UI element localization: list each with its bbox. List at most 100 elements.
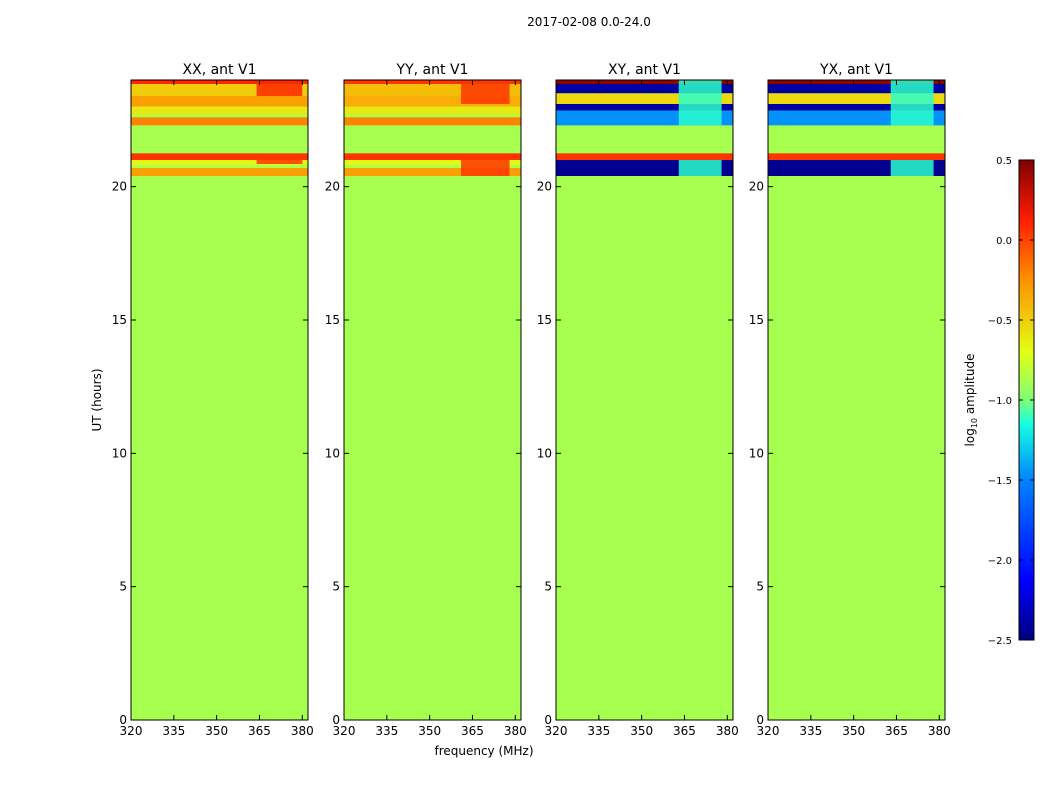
heatmap-band: [768, 84, 945, 94]
y-tick-label: 15: [749, 313, 764, 327]
heatmap-band: [131, 96, 308, 107]
heatmap-patch: [256, 80, 303, 96]
panel-title: XY, ant V1: [608, 62, 681, 78]
y-tick-label: 10: [537, 446, 552, 460]
figure-suptitle: 2017-02-08 0.0-24.0: [527, 15, 651, 29]
panel-background: [768, 80, 945, 720]
heatmap-band: [556, 80, 733, 84]
heatmap-band: [131, 117, 308, 126]
heatmap-band: [556, 104, 733, 111]
y-tick-label: 10: [749, 446, 764, 460]
heatmap-band: [556, 153, 733, 160]
panel-3: YX, ant V1 320 335 350 365 380 0 5 10 15 20: [749, 62, 951, 738]
heatmap-patch: [890, 160, 934, 176]
colorbar-label-sub: 10: [970, 418, 979, 428]
heatmap-band: [556, 84, 733, 94]
x-tick-label: 335: [162, 724, 185, 738]
y-tick-label: 15: [325, 313, 340, 327]
colorbar-label-rest: amplitude: [963, 354, 977, 418]
y-tick-label: 0: [756, 713, 764, 727]
x-tick-label: 350: [842, 724, 865, 738]
y-tick-label: 20: [537, 180, 552, 194]
y-tick-label: 0: [332, 713, 340, 727]
colorbar-tick-label: −1.5: [988, 476, 1012, 487]
x-tick-label: 380: [716, 724, 739, 738]
panel-title: YY, ant V1: [396, 62, 469, 78]
panel-background: [344, 80, 521, 720]
heatmap-band: [131, 168, 308, 176]
colorbar-tick-label: −2.5: [988, 636, 1012, 647]
heatmap-band: [344, 96, 521, 107]
heatmap-band: [556, 93, 733, 104]
panel-frame: [767, 79, 946, 721]
heatmap-patch: [678, 80, 722, 126]
x-tick-label: 365: [673, 724, 696, 738]
heatmap-band: [131, 160, 308, 166]
panel-2: XY, ant V1 320 335 350 365 380 0 5 10 15 20: [537, 62, 739, 738]
y-tick-label: 5: [756, 580, 764, 594]
heatmap-patch: [461, 80, 510, 104]
colorbar-tick-label: −1.0: [988, 396, 1012, 407]
y-tick-label: 5: [332, 580, 340, 594]
y-tick-label: 5: [544, 580, 552, 594]
colorbar-tick-label: 0.5: [996, 156, 1012, 167]
x-tick-label: 380: [504, 724, 527, 738]
heatmap-patch: [461, 160, 510, 176]
y-tick-label: 20: [112, 180, 127, 194]
x-tick-label: 350: [630, 724, 653, 738]
colorbar-label-main: log: [963, 428, 977, 446]
heatmap-band: [768, 104, 945, 111]
y-tick-label: 0: [119, 713, 127, 727]
heatmap-band: [344, 160, 521, 166]
heatmap-band: [768, 93, 945, 104]
panels-group: XX, ant V1 320 335 350 365 380 0 5 10 15 20 YY, ant…: [112, 62, 951, 738]
colorbar-tick-label: −2.0: [988, 556, 1012, 567]
panel-1: YY, ant V1 320 335 350 365 380 0 5 10 15 20: [325, 62, 527, 738]
y-tick-label: 15: [112, 313, 127, 327]
panel-0: XX, ant V1 320 335 350 365 380 0 5 10 15 20: [112, 62, 314, 738]
panel-title: XX, ant V1: [183, 62, 257, 78]
heatmap-band: [768, 128, 945, 154]
panel-frame: [130, 79, 309, 721]
y-axis-label: UT (hours): [90, 368, 104, 431]
x-tick-label: 320: [545, 724, 568, 738]
x-tick-label: 320: [757, 724, 780, 738]
x-tick-label: 350: [205, 724, 228, 738]
heatmap-band: [344, 80, 521, 84]
x-tick-label: 380: [291, 724, 314, 738]
heatmap-patch: [678, 160, 722, 176]
panel-background: [131, 80, 308, 720]
x-tick-label: 320: [120, 724, 143, 738]
colorbar-label: log10 amplitude: [963, 354, 979, 447]
x-tick-label: 320: [333, 724, 356, 738]
heatmap-band: [344, 106, 521, 115]
heatmap-patch: [256, 160, 303, 164]
heatmap-patch: [890, 80, 934, 126]
y-tick-label: 20: [749, 180, 764, 194]
colorbar: log10 amplitude 0.5 0.0 −0.5 −1.0 −1.5 −2.0 −2…: [963, 156, 1035, 647]
x-tick-label: 365: [248, 724, 271, 738]
panel-frame: [555, 79, 734, 721]
x-axis-label: frequency (MHz): [434, 744, 533, 758]
heatmap-band: [768, 153, 945, 160]
y-tick-label: 10: [112, 446, 127, 460]
y-tick-label: 10: [325, 446, 340, 460]
colorbar-ticks: 0.5 0.0 −0.5 −1.0 −1.5 −2.0 −2.5: [988, 156, 1034, 647]
heatmap-band: [131, 80, 308, 84]
colorbar-tick-label: 0.0: [996, 236, 1012, 247]
heatmap-band: [768, 80, 945, 84]
panel-title: YX, ant V1: [819, 62, 893, 78]
y-tick-label: 0: [544, 713, 552, 727]
panel-background: [556, 80, 733, 720]
x-tick-label: 365: [461, 724, 484, 738]
colorbar-tick-label: −0.5: [988, 316, 1012, 327]
y-tick-label: 5: [119, 580, 127, 594]
heatmap-band: [131, 106, 308, 115]
x-tick-label: 350: [418, 724, 441, 738]
x-tick-label: 380: [928, 724, 951, 738]
x-tick-label: 335: [375, 724, 398, 738]
x-tick-label: 365: [885, 724, 908, 738]
heatmap-band: [344, 117, 521, 126]
y-tick-label: 15: [537, 313, 552, 327]
